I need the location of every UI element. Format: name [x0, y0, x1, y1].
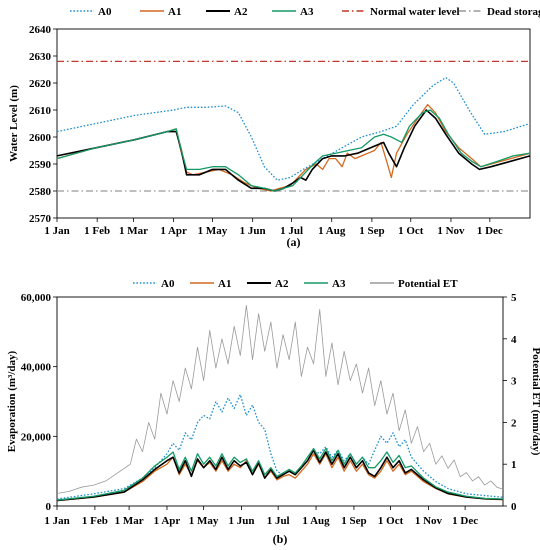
- y-tick-label: 2630: [29, 51, 52, 63]
- y-tick-label: 40,000: [21, 362, 52, 374]
- panel-label: (a): [287, 235, 301, 249]
- plot-frame: [56, 28, 531, 219]
- x-tick-label: 1 Jan: [44, 515, 69, 527]
- x-tick-label: 1 Jan: [44, 225, 69, 237]
- y-tick-label: 2580: [29, 186, 52, 198]
- x-tick-label: 1 Feb: [82, 515, 108, 527]
- y-tick-label: 2620: [29, 78, 52, 90]
- y-right-tick-label: 2: [511, 417, 517, 429]
- y-axis-label: Water Level (m): [8, 85, 20, 162]
- y-tick-label: 0: [46, 501, 52, 513]
- legend-label: A0: [98, 6, 112, 18]
- y-tick-label: 2570: [29, 213, 52, 225]
- series-line-a0: [56, 393, 504, 500]
- y-right-tick-label: 0: [511, 501, 517, 513]
- legend-label: Potential ET: [398, 278, 458, 290]
- y-tick-label: 2610: [29, 105, 52, 117]
- x-tick-label: 1 Nov: [437, 225, 465, 237]
- x-tick-label: 1 Mar: [119, 225, 148, 237]
- x-tick-label: 1 Apr: [154, 515, 181, 527]
- x-tick-label: 1 Feb: [84, 225, 110, 237]
- series-line-a0: [56, 76, 531, 181]
- x-tick-label: 1 Oct: [378, 515, 404, 527]
- y-tick-label: 2640: [29, 24, 52, 36]
- x-tick-label: 1 Sep: [341, 515, 366, 527]
- y-axis-label: Evaporation (m³/day): [6, 350, 18, 452]
- panel-a-water-level-chart: 2570 2580 2590 2600 2610 2620 2630 2640 1 Jan 1 F…: [8, 6, 540, 249]
- x-tick-label: 1 Dec: [477, 225, 503, 237]
- y-tick-label: 2590: [29, 159, 52, 171]
- legend-label: A0: [161, 278, 175, 290]
- x-tick-label: 1 Sep: [359, 225, 384, 237]
- panel-b-evaporation-chart: 0 20,000 40,000 60,000 0 1 2 3 4 5 1 Jan 1 Feb 1 Mar…: [6, 278, 540, 546]
- x-tick-label: 1 May: [189, 515, 219, 527]
- y-tick-label: 60,000: [21, 292, 52, 304]
- x-tick-label: 1 May: [198, 225, 228, 237]
- y-right-tick-label: 3: [511, 376, 517, 388]
- x-tick-label: 1 Apr: [160, 225, 187, 237]
- x-tick-label: 1 Jul: [280, 225, 303, 237]
- legend-label: Normal water level: [370, 6, 460, 18]
- y-right-axis-label: Potential ET (mm/day): [530, 348, 540, 456]
- x-tick-label: 1 Mar: [115, 515, 144, 527]
- y-right-tick-label: 5: [511, 292, 517, 304]
- legend-label: A2: [234, 6, 248, 18]
- x-tick-label: 1 Jul: [267, 515, 290, 527]
- x-tick-label: 1 Jun: [229, 515, 255, 527]
- x-tick-label: 1 Dec: [452, 515, 478, 527]
- plot-frame: [56, 296, 504, 507]
- x-tick-label: 1 Aug: [318, 225, 346, 237]
- series-line-a1: [56, 103, 531, 192]
- x-tick-label: 1 Oct: [398, 225, 424, 237]
- y-right-tick-label: 1: [511, 459, 517, 471]
- legend-label: A3: [300, 6, 314, 18]
- legend-label: A2: [275, 278, 289, 290]
- series-line-a3: [56, 109, 531, 192]
- panel-label: (b): [273, 532, 288, 546]
- y-right-tick-label: 4: [511, 334, 517, 346]
- y-tick-label: 20,000: [21, 431, 52, 443]
- x-tick-label: 1 Jun: [240, 225, 266, 237]
- series-line-a2: [56, 449, 504, 502]
- series-line-potential-et: [56, 304, 504, 494]
- legend-label: A1: [218, 278, 231, 290]
- x-tick-label: 1 Nov: [415, 515, 443, 527]
- legend-label: A3: [332, 278, 346, 290]
- y-tick-label: 2600: [29, 132, 52, 144]
- series-line-a2: [56, 109, 531, 192]
- legend-label: A1: [168, 6, 181, 18]
- legend-label: Dead storage level: [487, 6, 540, 18]
- x-tick-label: 1 Aug: [302, 515, 330, 527]
- series-line-a3: [56, 447, 504, 501]
